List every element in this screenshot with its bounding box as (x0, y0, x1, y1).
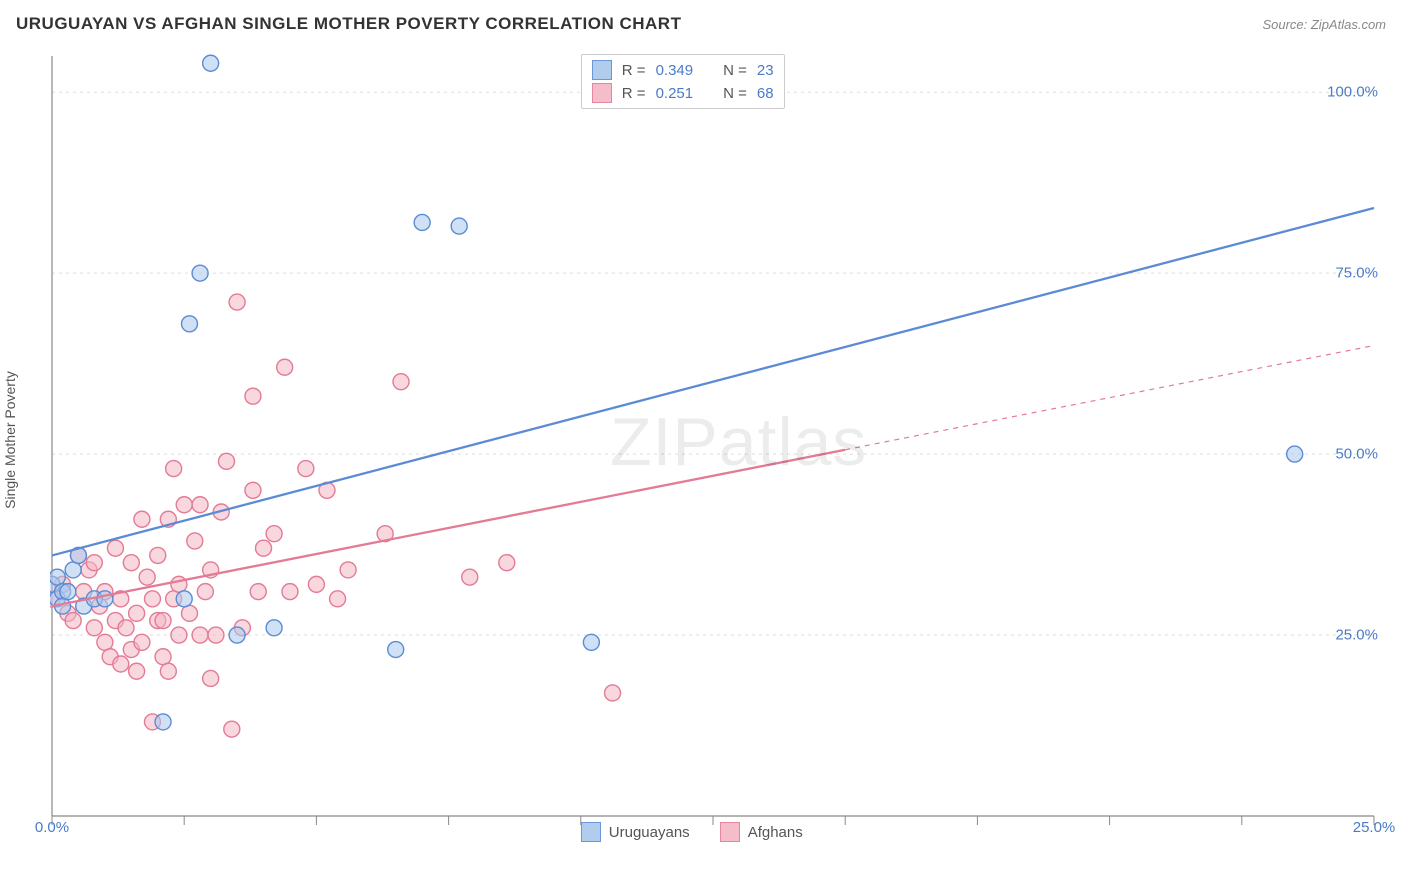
chart-area: ZIPatlas R =0.349N =23R =0.251N =68 Urug… (50, 48, 1386, 838)
legend-n-value: 23 (757, 62, 774, 79)
y-tick-label: 50.0% (1335, 446, 1378, 463)
legend-r-value: 0.251 (656, 85, 694, 102)
y-tick-label: 25.0% (1335, 627, 1378, 644)
legend-r-label: R = (622, 85, 646, 102)
legend-correlation-row: R = 0.251 N = 68 (592, 83, 774, 103)
legend-n-value: 68 (757, 85, 774, 102)
legend-swatch-icon (720, 822, 740, 842)
legend-swatch-icon (592, 83, 612, 103)
legend-series-item: Afghans (720, 822, 803, 842)
chart-title: URUGUAYAN VS AFGHAN SINGLE MOTHER POVERT… (16, 14, 681, 34)
legend-swatch-icon (581, 822, 601, 842)
y-tick-label: 75.0% (1335, 265, 1378, 282)
scatter-chart-svg (50, 48, 1386, 848)
chart-header: URUGUAYAN VS AFGHAN SINGLE MOTHER POVERT… (0, 0, 1406, 48)
x-tick-label: 0.0% (35, 819, 69, 836)
y-tick-label: 100.0% (1327, 84, 1378, 101)
legend-r-label: R = (622, 62, 646, 79)
legend-correlation-row: R = 0.349 N = 23 (592, 60, 774, 80)
legend-correlation-box: R = 0.349 N = 23 R = 0.251 N = 68 (581, 54, 785, 109)
legend-r-value: 0.349 (656, 62, 694, 79)
y-axis-label: Single Mother Poverty (2, 371, 18, 509)
source-label: Source: ZipAtlas.com (1262, 17, 1386, 32)
legend-n-label: N = (723, 62, 747, 79)
legend-series-name: Uruguayans (609, 824, 690, 841)
legend-n-label: N = (723, 85, 747, 102)
legend-swatch-icon (592, 60, 612, 80)
legend-series-name: Afghans (748, 824, 803, 841)
legend-series-item: Uruguayans (581, 822, 690, 842)
x-tick-label: 25.0% (1353, 819, 1396, 836)
legend-series-box: Uruguayans Afghans (581, 822, 803, 842)
